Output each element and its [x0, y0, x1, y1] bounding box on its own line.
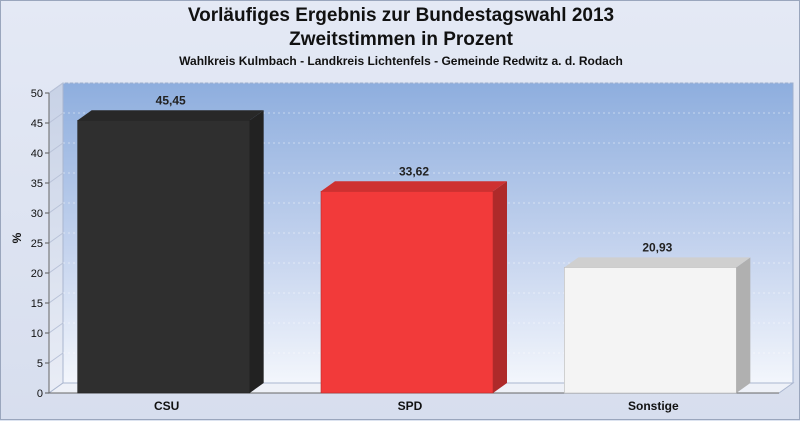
grid-line-side	[48, 172, 64, 184]
labels: 45,45 CSU 33,62 SPD 20,93 Sonstige	[154, 93, 679, 413]
x-tick-label: SPD	[398, 399, 423, 413]
bar-value-label: 20,93	[642, 240, 672, 254]
grid-line-side	[48, 142, 64, 154]
y-tick-label: 25	[31, 238, 43, 250]
y-tick-label: 50	[31, 88, 43, 100]
y-tick-label: 0	[37, 388, 43, 400]
chart-subtitle: Wahlkreis Kulmbach - Landkreis Lichtenfe…	[179, 54, 623, 68]
y-tick-label: 10	[31, 328, 43, 340]
y-tick-label: 15	[31, 298, 43, 310]
grid-line-side	[48, 292, 64, 304]
bar-top	[77, 110, 264, 121]
grid-line-side	[48, 232, 64, 244]
bar-sonstige	[564, 267, 737, 394]
y-tick-label: 45	[31, 118, 43, 130]
grid-line-side	[48, 202, 64, 214]
x-tick-label: CSU	[154, 399, 179, 413]
bars	[77, 110, 751, 394]
chart-title-line2: Zweitstimmen in Prozent	[289, 29, 513, 50]
bar-top	[321, 181, 507, 192]
bar-value-label: 33,62	[399, 164, 429, 178]
y-tick-label: 40	[31, 148, 43, 160]
bar-value-label: 45,45	[156, 93, 186, 107]
grid-line-side	[48, 262, 64, 274]
bar-csu	[77, 120, 250, 394]
bar-side	[249, 110, 264, 394]
y-tick-label: 35	[31, 178, 43, 190]
bar-side	[493, 181, 507, 393]
y-tick-label: 30	[31, 208, 43, 220]
x-tick-label: Sonstige	[628, 399, 679, 413]
bar-top	[564, 257, 751, 268]
grid-line-side	[48, 82, 64, 94]
grid-line-side	[48, 322, 64, 334]
bar-spd	[320, 190, 494, 394]
grid-line-side	[48, 112, 64, 124]
chart-title: Vorläufiges Ergebnis zur Bundestagswahl …	[187, 5, 615, 26]
bar-side	[736, 257, 751, 393]
y-tick-label: 5	[37, 358, 43, 370]
grid-line-side	[48, 352, 64, 364]
y-tick-label: 20	[31, 268, 43, 280]
y-axis-label: %	[10, 232, 24, 243]
